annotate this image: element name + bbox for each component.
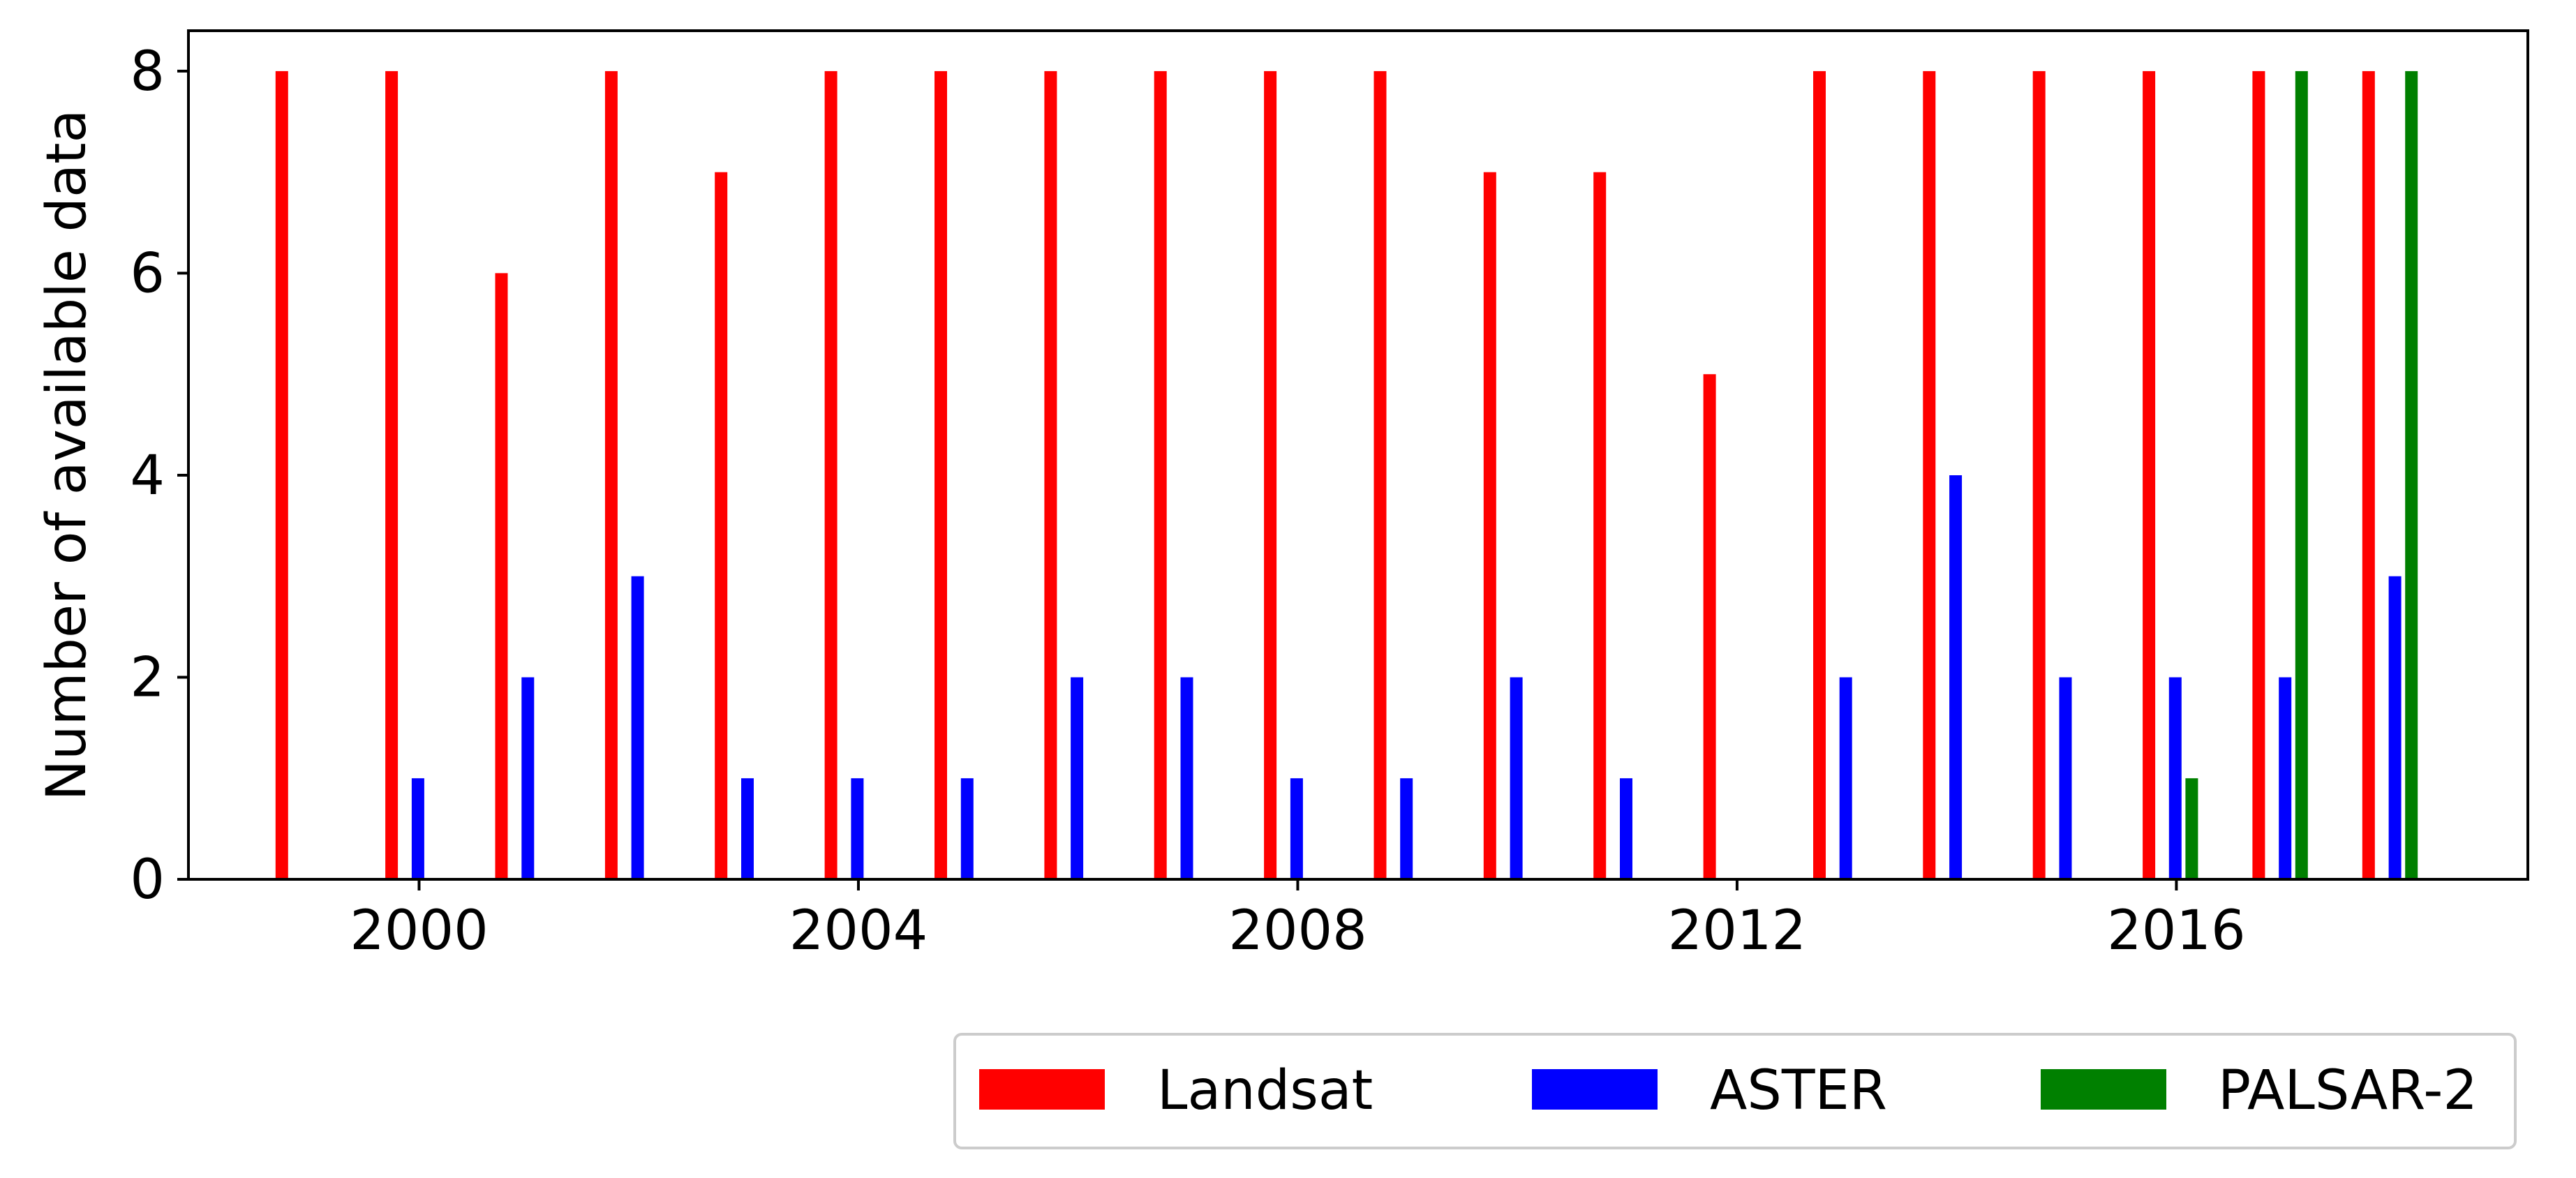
bars-group <box>275 70 2418 879</box>
y-tick-label-8: 8 <box>130 40 165 103</box>
bar-landsat-2008 <box>1264 70 1277 879</box>
bar-landsat-2001 <box>495 273 508 879</box>
legend-label-palsar-2: PALSAR-2 <box>2218 1059 2478 1122</box>
x-tick-label-2012: 2012 <box>1668 900 1807 962</box>
y-tick-label-0: 0 <box>130 849 165 911</box>
bar-aster-2005 <box>960 778 974 879</box>
bar-landsat-2014 <box>1923 70 1936 879</box>
bar-landsat-2007 <box>1154 70 1167 879</box>
y-axis-label: Number of available data <box>36 110 98 801</box>
bar-aster-2016 <box>2168 677 2182 879</box>
bar-aster-2006 <box>1071 677 1084 879</box>
bar-landsat-2017 <box>2252 70 2265 879</box>
bar-landsat-2011 <box>1593 172 1607 879</box>
bar-aster-2010 <box>1510 677 1523 879</box>
y-tick-label-6: 6 <box>130 242 165 305</box>
bar-aster-2014 <box>1949 475 1963 879</box>
bar-aster-2017 <box>2279 677 2292 879</box>
bar-aster-2002 <box>631 576 644 879</box>
bar-landsat-2004 <box>824 70 837 879</box>
x-tick-label-2004: 2004 <box>789 900 928 962</box>
bar-aster-2003 <box>741 778 754 879</box>
plot-frame <box>187 29 2529 881</box>
axes-group: 2000 2004 2008 2012 2016 0 2 4 6 8 <box>130 29 2529 962</box>
bar-landsat-1999 <box>275 70 288 879</box>
bar-aster-2015 <box>2059 677 2072 879</box>
bar-aster-2011 <box>1620 778 1632 879</box>
bar-palsar-2-2017 <box>2295 70 2308 879</box>
bar-aster-2013 <box>1839 677 1852 879</box>
y-tick-label-4: 4 <box>130 445 165 507</box>
x-tick-label-2016: 2016 <box>2107 900 2246 962</box>
bar-aster-2000 <box>411 778 424 879</box>
bar-landsat-2002 <box>604 70 618 879</box>
bar-landsat-2012 <box>1703 374 1716 879</box>
bar-aster-2007 <box>1180 677 1193 879</box>
legend-box <box>953 1033 2517 1149</box>
bar-landsat-2013 <box>1813 70 1826 879</box>
y-tick-label-2: 2 <box>130 646 165 709</box>
bar-landsat-2005 <box>935 70 947 879</box>
bar-landsat-2016 <box>2143 70 2156 879</box>
bar-landsat-2003 <box>715 172 728 879</box>
bar-landsat-2009 <box>1373 70 1387 879</box>
bar-aster-2009 <box>1400 778 1413 879</box>
legend-swatch-landsat <box>979 1069 1105 1110</box>
legend-label-aster: ASTER <box>1710 1059 1887 1122</box>
legend-swatch-aster <box>1532 1069 1658 1110</box>
bar-landsat-2006 <box>1044 70 1057 879</box>
legend: Landsat ASTER PALSAR-2 <box>953 1033 2517 1149</box>
x-tick-label-2000: 2000 <box>350 900 489 962</box>
bar-landsat-2018 <box>2362 70 2375 879</box>
legend-label-landsat: Landsat <box>1157 1059 1373 1122</box>
bar-palsar-2-2016 <box>2185 778 2198 879</box>
bar-aster-2008 <box>1290 778 1303 879</box>
legend-swatch-palsar-2 <box>2041 1069 2166 1110</box>
bar-landsat-2000 <box>385 70 399 879</box>
bar-aster-2004 <box>851 778 864 879</box>
bar-landsat-2010 <box>1483 172 1496 879</box>
bar-aster-2001 <box>521 677 535 879</box>
bar-aster-2018 <box>2388 576 2402 879</box>
bar-landsat-2015 <box>2032 70 2046 879</box>
x-tick-label-2008: 2008 <box>1228 900 1367 962</box>
bar-palsar-2-2018 <box>2405 70 2418 879</box>
